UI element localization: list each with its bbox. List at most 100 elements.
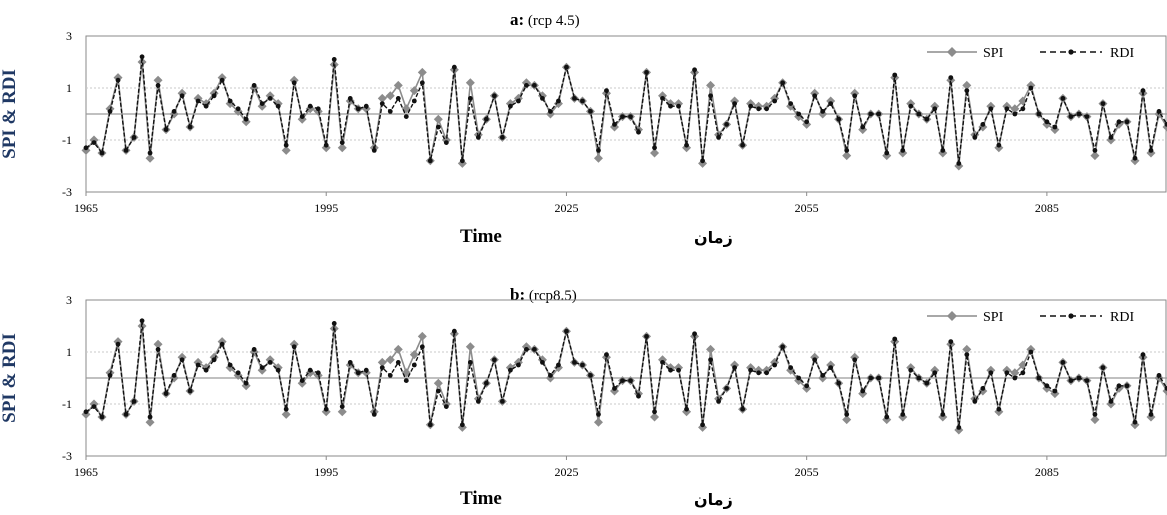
point-rdi-b xyxy=(443,404,449,409)
point-rdi-a xyxy=(435,124,441,130)
panel-a-letter: a: xyxy=(510,10,525,29)
point-rdi-a xyxy=(211,93,217,99)
point-rdi-a xyxy=(948,75,954,80)
point-rdi-b xyxy=(708,357,713,363)
point-rdi-a xyxy=(307,103,313,109)
point-spi-a xyxy=(393,80,403,90)
point-rdi-a xyxy=(884,150,890,156)
point-rdi-a xyxy=(676,103,681,109)
point-rdi-a xyxy=(187,124,193,130)
point-rdi-b xyxy=(628,378,633,383)
point-rdi-a xyxy=(740,142,746,148)
point-rdi-a xyxy=(860,124,866,130)
point-spi-a xyxy=(433,114,443,124)
point-spi-b xyxy=(465,342,475,352)
point-rdi-a xyxy=(1156,109,1162,114)
point-spi-b xyxy=(377,357,387,367)
point-rdi-b xyxy=(740,406,746,412)
point-rdi-b xyxy=(548,373,553,378)
point-rdi-a xyxy=(780,80,786,86)
point-rdi-b xyxy=(844,412,850,417)
point-rdi-b xyxy=(1076,375,1082,381)
point-rdi-a xyxy=(275,103,281,109)
x-tick-label-a: 2055 xyxy=(795,201,819,215)
point-rdi-b xyxy=(291,344,297,350)
point-rdi-b xyxy=(195,362,201,368)
point-rdi-a xyxy=(652,145,657,151)
point-spi-a xyxy=(385,91,395,101)
y-tick-label-b: 1 xyxy=(66,345,72,359)
point-rdi-b xyxy=(483,380,489,386)
point-rdi-b xyxy=(580,362,585,368)
point-rdi-b xyxy=(860,388,866,394)
panel-a-scenario: (rcp 4.5) xyxy=(527,13,580,29)
point-rdi-b xyxy=(668,367,673,373)
point-rdi-b xyxy=(339,404,345,409)
point-rdi-b xyxy=(1044,383,1050,389)
point-rdi-b xyxy=(540,360,545,365)
point-rdi-b xyxy=(347,360,353,365)
panel-a-title: a: (rcp 4.5) xyxy=(510,10,580,30)
point-rdi-b xyxy=(1108,399,1114,404)
point-rdi-a xyxy=(956,161,962,166)
point-rdi-b xyxy=(499,399,505,404)
point-rdi-b xyxy=(900,412,906,417)
point-rdi-a xyxy=(756,106,762,112)
point-rdi-b xyxy=(83,409,89,415)
point-spi-b xyxy=(145,417,155,427)
point-rdi-a xyxy=(443,140,449,146)
point-rdi-a xyxy=(996,142,1002,148)
point-rdi-b xyxy=(716,399,721,404)
point-rdi-b xyxy=(572,360,577,365)
y-tick-label-a: 3 xyxy=(66,29,72,43)
point-rdi-a xyxy=(251,83,257,88)
point-spi-a xyxy=(409,86,419,96)
point-spi-a xyxy=(1090,151,1100,161)
point-rdi-a xyxy=(668,103,673,109)
point-rdi-b xyxy=(251,347,257,352)
point-rdi-a xyxy=(788,101,794,106)
point-rdi-b xyxy=(596,412,601,417)
point-rdi-a xyxy=(804,119,810,125)
point-rdi-a xyxy=(588,109,593,114)
point-spi-b xyxy=(153,339,163,349)
point-rdi-b xyxy=(307,367,313,373)
point-rdi-b xyxy=(876,375,882,381)
point-rdi-a xyxy=(1028,85,1034,91)
point-rdi-a xyxy=(772,98,778,104)
point-rdi-a xyxy=(1100,101,1106,106)
point-rdi-a xyxy=(1108,135,1114,140)
point-rdi-b xyxy=(564,328,569,334)
point-rdi-a xyxy=(700,158,705,164)
point-spi-a xyxy=(337,143,347,153)
point-rdi-a xyxy=(347,96,353,101)
point-rdi-b xyxy=(275,367,281,373)
point-rdi-b xyxy=(1148,412,1154,417)
point-rdi-b xyxy=(1028,349,1034,355)
point-rdi-a xyxy=(908,103,914,109)
point-rdi-a xyxy=(724,122,729,127)
point-rdi-b xyxy=(948,339,954,344)
point-rdi-a xyxy=(892,72,898,78)
point-rdi-a xyxy=(363,103,369,109)
point-rdi-b xyxy=(620,378,625,383)
point-rdi-a xyxy=(548,109,553,114)
point-rdi-a xyxy=(572,96,577,101)
point-rdi-b xyxy=(491,357,497,363)
point-rdi-a xyxy=(339,140,345,146)
point-rdi-a xyxy=(820,109,826,114)
panel-b-xlabel: Time xyxy=(460,488,502,509)
point-rdi-a xyxy=(764,106,770,112)
point-rdi-a xyxy=(932,106,938,112)
point-rdi-a xyxy=(1004,106,1010,112)
point-rdi-a xyxy=(387,109,393,114)
point-spi-b xyxy=(842,415,852,425)
y-tick-label-a: 1 xyxy=(66,81,72,95)
point-rdi-b xyxy=(636,393,641,399)
point-rdi-a xyxy=(636,129,641,135)
point-rdi-b xyxy=(828,365,834,370)
point-spi-a xyxy=(858,125,868,135)
point-rdi-b xyxy=(379,365,385,370)
point-rdi-b xyxy=(155,347,161,352)
